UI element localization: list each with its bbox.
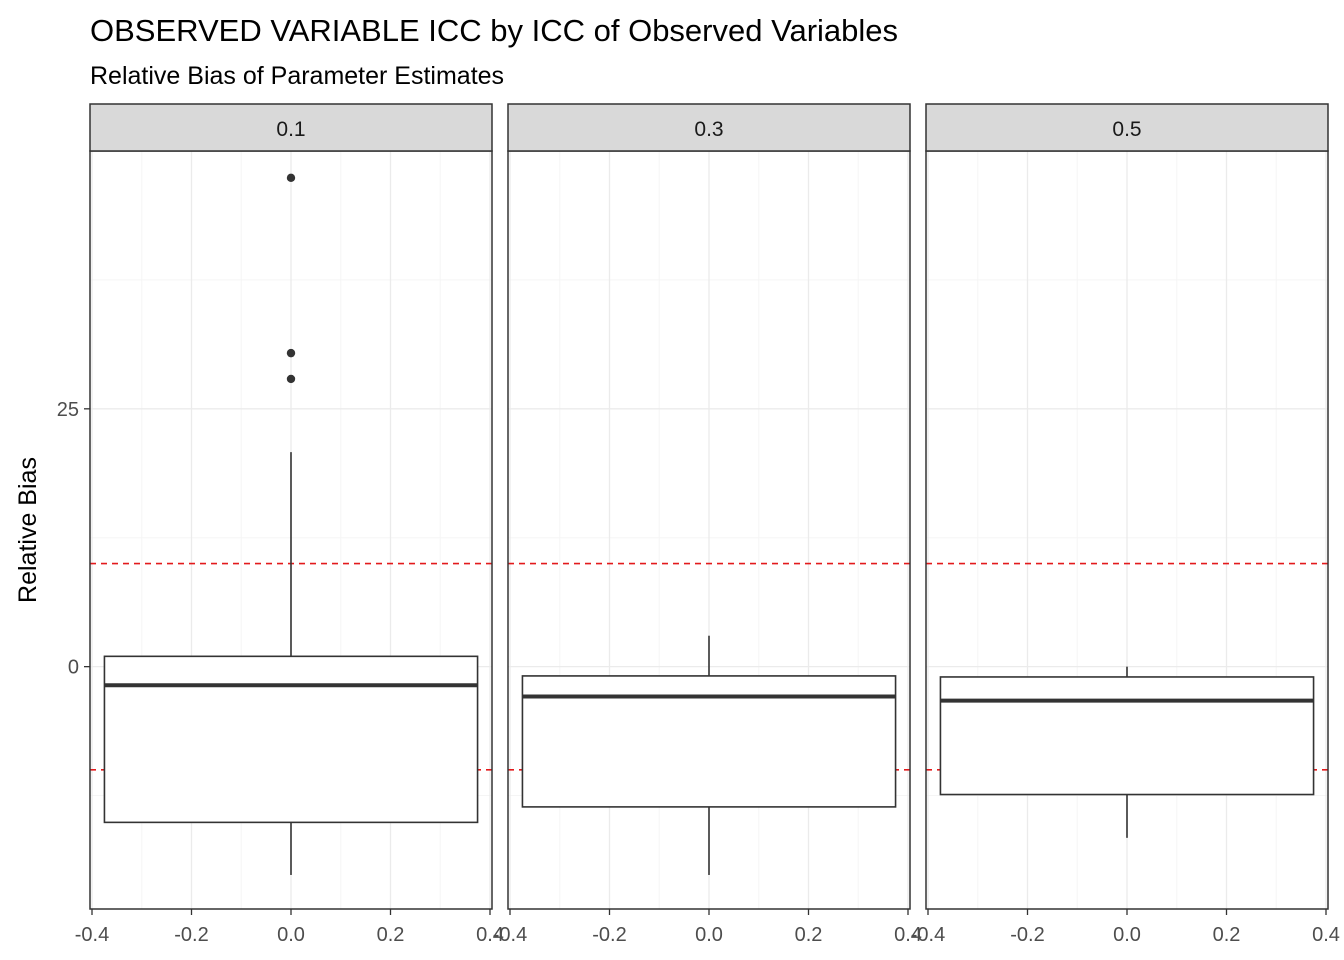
facet-panel-0.5: 0.5 -0.4 -0.2 0.0 0.2 0.4 [911,103,1340,946]
facet-strip-label: 0.3 [694,118,723,141]
x-tick-label: 0.0 [695,924,723,946]
outlier-point [286,173,296,183]
facet-strip [89,103,493,152]
x-tick-label: 0.4 [894,924,922,946]
x-tick-label: 0.0 [277,924,305,946]
box-iqr [939,676,1315,796]
x-tick-label: 0.2 [377,924,405,946]
y-axis-title: Relative Bias [14,457,42,603]
facet-strip [507,103,911,152]
chart-subtitle: Relative Bias of Parameter Estimates [90,62,504,90]
facet-panel-0.3: 0.3 -0.4 -0.2 0.0 0.2 0.4 [493,103,922,946]
x-tick-label: -0.2 [1010,924,1044,946]
x-tick-label: 0.2 [1213,924,1241,946]
y-tick-label: 25 [57,399,79,421]
x-tick-label: -0.4 [75,924,109,946]
facet-strip [925,103,1329,152]
x-tick-label: 0.0 [1113,924,1141,946]
y-tick-label: 0 [68,657,79,679]
box-iqr [103,655,479,824]
facet-panel-0.1: 0.1 -0.4 -0.2 0.0 0.2 0.4 0 25 [57,103,504,946]
outlier-point [286,348,296,358]
x-tick-label: -0.4 [911,924,945,946]
x-tick-label: 0.2 [795,924,823,946]
x-tick-label: -0.4 [493,924,527,946]
facet-strip-label: 0.1 [276,118,305,141]
x-tick-label: 0.4 [1312,924,1340,946]
chart-title: OBSERVED VARIABLE ICC by ICC of Observed… [90,13,898,48]
facet-strip-label: 0.5 [1112,118,1141,141]
x-tick-label: -0.2 [592,924,626,946]
outlier-point [286,374,296,384]
x-tick-label: -0.2 [174,924,208,946]
x-tick-label: 0.4 [476,924,504,946]
